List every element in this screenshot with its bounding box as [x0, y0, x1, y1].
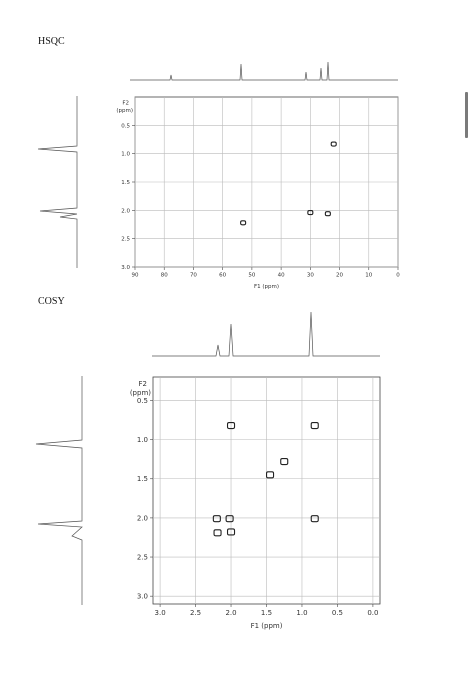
- x-tick-label: 50: [248, 273, 255, 279]
- y-tick-label: 1.5: [137, 475, 148, 483]
- cross-peak: [280, 457, 289, 466]
- x-tick-label: 2.5: [190, 609, 201, 617]
- x-tick-label: 0.5: [332, 609, 343, 617]
- y-tick-label: 0.5: [121, 123, 130, 129]
- x-tick-label: 3.0: [155, 609, 166, 617]
- cross-peak: [225, 515, 234, 523]
- cross-peak: [330, 141, 337, 147]
- cross-peak: [310, 421, 319, 430]
- x-tick-label: 20: [336, 273, 343, 279]
- x-tick-label: 80: [161, 273, 168, 279]
- cross-peak: [226, 421, 236, 430]
- cross-peak: [240, 220, 247, 226]
- x-tick-label: 70: [190, 273, 197, 279]
- f2-axis-label: F2: [122, 101, 129, 107]
- x-tick-label: 10: [365, 273, 372, 279]
- y-tick-label: 1.0: [137, 436, 148, 444]
- f2-axis-unit: (ppm): [116, 108, 133, 114]
- scrollbar-thumb[interactable]: [465, 92, 468, 138]
- hsqc-plot: 90 80 70 60 50 40 30 20 10 0 0.5 1.0 1.5 2.0 2.5 3.0 F2(…: [116, 96, 400, 290]
- f2-axis-label: F2: [139, 380, 147, 388]
- cross-peak: [307, 210, 314, 216]
- x-tick-label: 90: [132, 273, 139, 279]
- x-tick-label: 1.0: [296, 609, 307, 617]
- cosy-plot: 3.0 2.5 2.0 1.5 1.0 0.5 0.0 0.5 1.0 1.5 2.0 2.5 3.0 F…: [130, 376, 381, 630]
- x-tick-label: 0: [396, 273, 400, 279]
- cosy-f2-projection: [35, 376, 83, 605]
- y-tick-label: 1.5: [121, 180, 130, 186]
- y-tick-label: 2.5: [121, 237, 130, 243]
- f1-axis-label: F1 (ppm): [254, 284, 279, 290]
- y-tick-label: 1.0: [121, 152, 130, 158]
- x-tick-label: 40: [278, 273, 285, 279]
- x-tick-label: 0.0: [367, 609, 378, 617]
- y-tick-label: 2.0: [121, 208, 130, 214]
- x-tick-label: 60: [219, 273, 226, 279]
- cross-peak: [226, 528, 236, 536]
- f1-axis-label: F1 (ppm): [251, 622, 283, 630]
- y-tick-label: 2.0: [137, 514, 148, 522]
- x-tick-label: 30: [307, 273, 314, 279]
- y-tick-label: 3.0: [121, 265, 130, 271]
- cross-peak: [310, 515, 319, 523]
- cosy-f1-projection: [152, 311, 380, 357]
- cross-peak: [324, 211, 331, 217]
- cross-peak: [212, 515, 221, 523]
- cosy-title: COSY: [38, 296, 65, 307]
- cross-peak: [213, 529, 222, 537]
- x-tick-label: 1.5: [261, 609, 272, 617]
- y-tick-label: 0.5: [137, 397, 148, 405]
- y-tick-label: 2.5: [137, 553, 148, 561]
- hsqc-title: HSQC: [38, 36, 65, 47]
- y-tick-label: 3.0: [137, 593, 148, 601]
- x-tick-label: 2.0: [225, 609, 236, 617]
- hsqc-f2-projection: [37, 96, 78, 268]
- cross-peak: [265, 471, 275, 479]
- hsqc-f1-projection: [130, 61, 398, 81]
- f2-axis-unit: (ppm): [130, 389, 151, 397]
